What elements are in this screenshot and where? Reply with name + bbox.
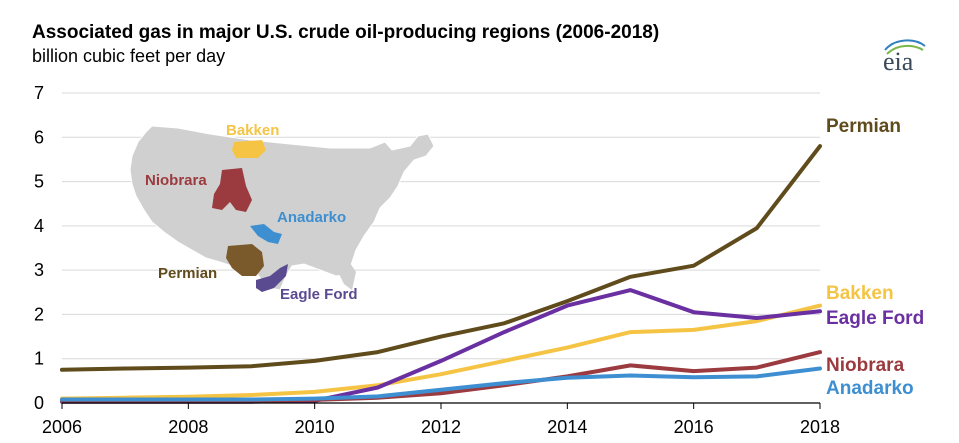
chart-subtitle: billion cubic feet per day (32, 46, 226, 66)
x-tick-label-2012: 2012 (421, 417, 461, 437)
permian-region (226, 244, 264, 276)
x-tick-label-2018: 2018 (800, 417, 840, 437)
svg-text:eia: eia (883, 47, 914, 74)
series-lines (60, 144, 822, 404)
axes: 0 1 2 3 4 5 6 7 2006 2008 2010 2012 2014 2016 2018 (34, 83, 840, 437)
map-label-bakken: Bakken (226, 122, 279, 139)
y-tick-label-5: 5 (34, 172, 44, 192)
x-tick-label-2014: 2014 (547, 417, 587, 437)
anadarko-region (250, 224, 282, 244)
series-label-niobrara: Niobrara (826, 355, 905, 376)
map-label-anadarko: Anadarko (277, 209, 346, 226)
series-label-eagle-ford: Eagle Ford (826, 308, 924, 329)
series-label-bakken: Bakken (826, 283, 894, 304)
series-line-permian (60, 144, 822, 372)
series-line-anadarko (60, 366, 822, 402)
map-label-eagle-ford: Eagle Ford (280, 286, 358, 303)
series-line-bakken (60, 303, 822, 401)
y-tick-label-4: 4 (34, 216, 44, 236)
x-tick-label-2016: 2016 (674, 417, 714, 437)
series-label-anadarko: Anadarko (826, 378, 914, 399)
y-tick-label-7: 7 (34, 83, 44, 103)
eagle-ford-region (256, 264, 288, 292)
bakken-region (232, 140, 266, 158)
y-tick-label-2: 2 (34, 304, 44, 324)
x-tick-label-2006: 2006 (42, 417, 82, 437)
chart-title: Associated gas in major U.S. crude oil-p… (32, 22, 660, 43)
y-tick-label-1: 1 (34, 349, 44, 369)
x-tick-label-2010: 2010 (295, 417, 335, 437)
y-tick-label-6: 6 (34, 127, 44, 147)
series-label-permian: Permian (826, 116, 901, 137)
niobrara-region (212, 168, 252, 212)
map-label-niobrara: Niobrara (145, 172, 207, 189)
eia-logo: eia (883, 39, 926, 74)
us-map-inset: Bakken Niobrara Anadarko Permian Eagle F… (129, 122, 435, 303)
y-tick-label-3: 3 (34, 260, 44, 280)
y-tick-label-0: 0 (34, 393, 44, 413)
map-label-permian: Permian (158, 265, 217, 282)
series-line-eagle-ford (60, 288, 822, 404)
x-tick-label-2008: 2008 (168, 417, 208, 437)
us-map-outline (129, 125, 435, 291)
florida (330, 260, 356, 290)
